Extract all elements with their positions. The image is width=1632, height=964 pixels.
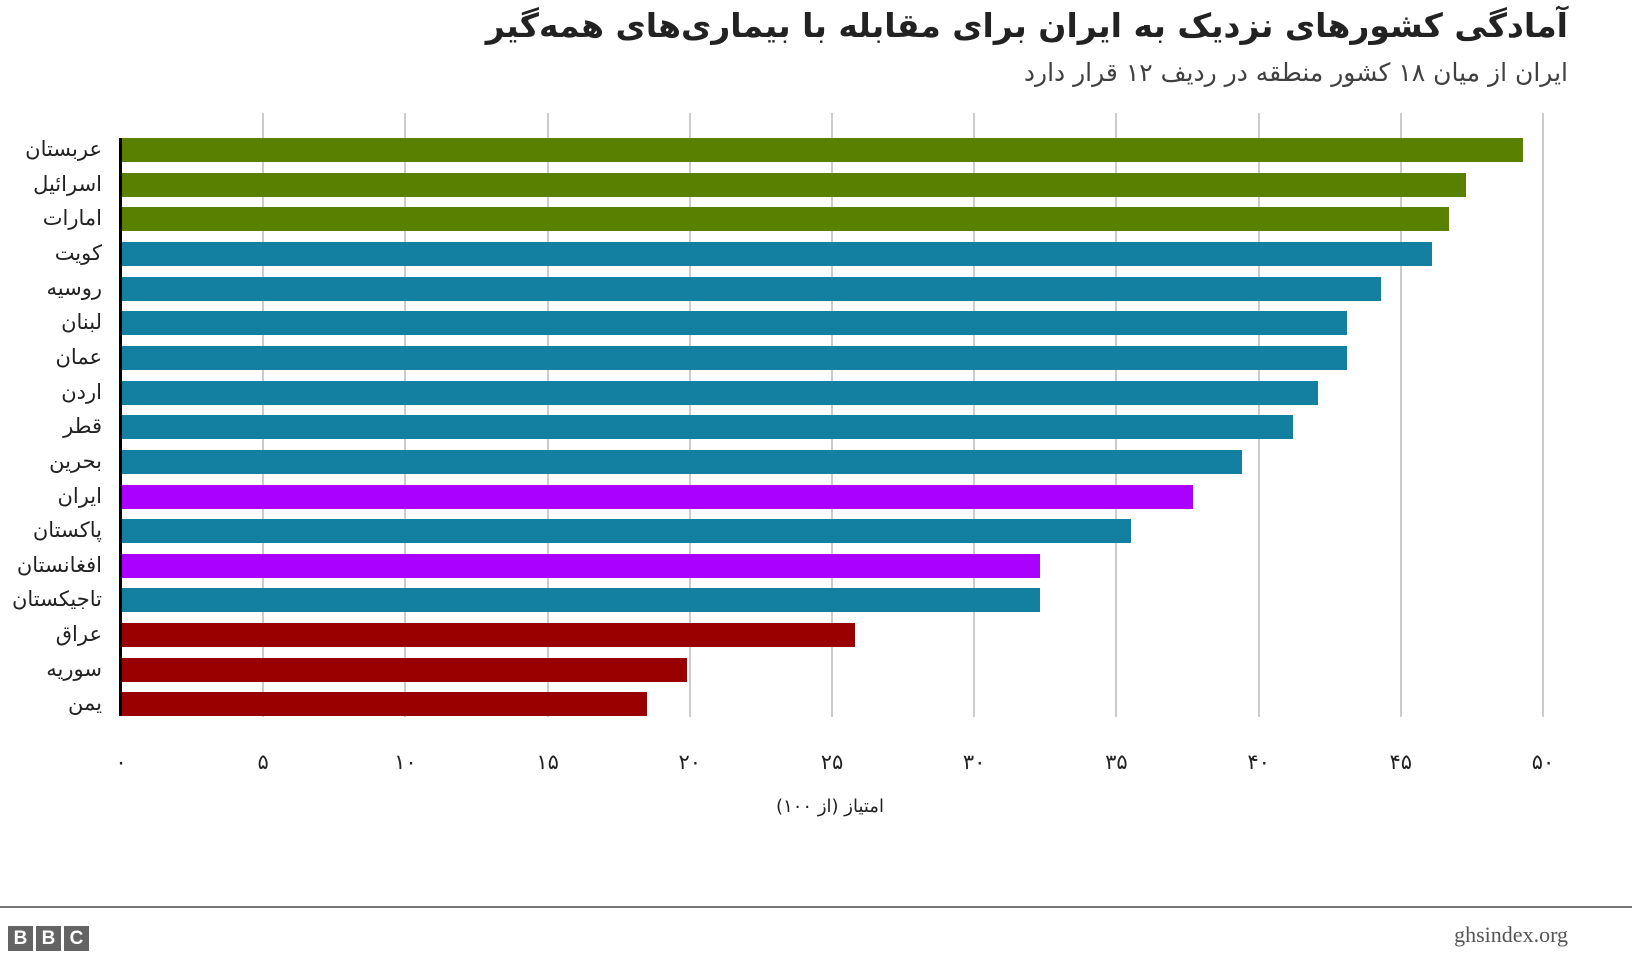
bar bbox=[121, 553, 1040, 578]
bar bbox=[121, 345, 1347, 370]
bar bbox=[121, 657, 687, 682]
gridline bbox=[1115, 113, 1118, 717]
x-tick-label: ۱۰ bbox=[394, 750, 417, 774]
category-label: کویت bbox=[54, 240, 102, 265]
gridline bbox=[973, 113, 976, 717]
category-label: لبنان bbox=[61, 310, 102, 335]
bbc-logo: B B C bbox=[8, 926, 89, 951]
gridline bbox=[688, 113, 691, 717]
y-axis-line bbox=[119, 138, 122, 716]
bbc-logo-b2: B bbox=[36, 926, 61, 951]
x-axis-label: امتیاز (از ۱۰۰) bbox=[776, 796, 884, 817]
category-label: روسیه bbox=[46, 275, 102, 300]
gridline bbox=[1399, 113, 1402, 717]
category-label: اردن bbox=[61, 379, 102, 404]
x-tick-label: ۲۰ bbox=[678, 750, 702, 774]
category-label: عمان bbox=[55, 344, 103, 369]
x-tick-label: ۲۵ bbox=[820, 750, 844, 774]
bar bbox=[121, 519, 1131, 544]
category-label: یمن bbox=[68, 691, 102, 716]
bar bbox=[121, 380, 1319, 405]
bbc-logo-c: C bbox=[64, 926, 89, 951]
gridline bbox=[546, 113, 549, 717]
category-label: ایران bbox=[57, 483, 102, 508]
chart-subtitle: ایران از میان ۱۸ کشور منطقه در ردیف ۱۲ ق… bbox=[1023, 58, 1568, 87]
bar bbox=[121, 172, 1467, 197]
bar bbox=[121, 241, 1433, 266]
bar bbox=[121, 623, 855, 648]
x-tick-label: ۴۰ bbox=[1247, 750, 1270, 774]
gridline bbox=[1257, 113, 1260, 717]
category-label: امارات bbox=[42, 206, 102, 231]
x-tick-label: ۵ bbox=[257, 750, 269, 774]
bbc-logo-b1: B bbox=[8, 926, 33, 951]
gridline bbox=[404, 113, 407, 717]
source-credit: ghsindex.org bbox=[1454, 922, 1568, 947]
bar bbox=[121, 449, 1242, 474]
x-tick-label: ۳۵ bbox=[1105, 750, 1128, 774]
category-label: بحرین bbox=[49, 448, 102, 473]
x-tick-label: ۰ bbox=[115, 750, 127, 774]
bar bbox=[121, 138, 1524, 162]
category-label: عراق bbox=[55, 622, 102, 647]
footer-divider bbox=[0, 906, 1632, 908]
bar bbox=[121, 207, 1450, 232]
x-tick-label: ۳۰ bbox=[962, 750, 986, 774]
bar bbox=[121, 276, 1381, 301]
chart-title: آمادگی کشورهای نزدیک به ایران برای مقابل… bbox=[485, 6, 1568, 45]
category-label: سوریه bbox=[46, 656, 102, 681]
x-tick-label: ۱۵ bbox=[536, 750, 559, 774]
category-label: قطر bbox=[63, 414, 102, 439]
bar bbox=[121, 415, 1293, 440]
gridline bbox=[831, 113, 833, 717]
x-tick-label: ۵۰ bbox=[1531, 750, 1555, 774]
gridline bbox=[1542, 113, 1544, 717]
category-label: تاجیکستان bbox=[11, 587, 102, 612]
x-tick-label: ۴۵ bbox=[1389, 750, 1413, 774]
gridline bbox=[262, 113, 265, 717]
bar bbox=[121, 588, 1040, 613]
bar bbox=[121, 484, 1194, 509]
category-label: پاکستان bbox=[32, 518, 102, 543]
category-label: افغانستان bbox=[16, 552, 102, 577]
category-label: اسرائیل bbox=[33, 171, 102, 196]
category-label: عربستان bbox=[25, 137, 102, 161]
bar bbox=[121, 692, 648, 717]
bar bbox=[121, 311, 1347, 336]
